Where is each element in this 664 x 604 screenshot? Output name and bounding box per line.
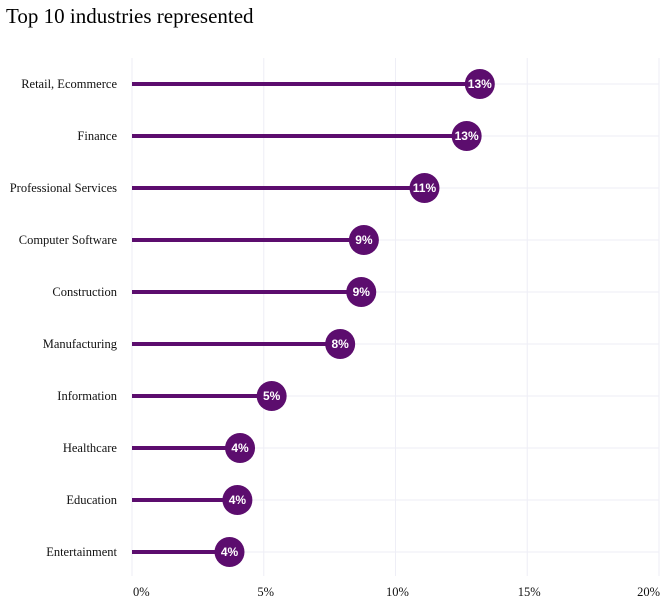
category-label: Manufacturing	[43, 337, 118, 351]
category-label: Professional Services	[10, 181, 117, 195]
x-tick-label: 10%	[386, 585, 409, 599]
data-label: 9%	[353, 285, 371, 299]
category-label: Education	[66, 493, 117, 507]
x-tick-label: 20%	[637, 585, 660, 599]
category-label: Construction	[52, 285, 117, 299]
lollipop-dot	[346, 277, 377, 307]
lollipop-dot	[409, 173, 440, 203]
data-label: 4%	[231, 441, 249, 455]
category-label: Finance	[77, 129, 117, 143]
category-label: Entertainment	[46, 545, 117, 559]
lollipop-dot	[348, 225, 379, 255]
category-label: Healthcare	[63, 441, 118, 455]
data-label: 13%	[455, 129, 479, 143]
x-tick-label: 5%	[257, 585, 274, 599]
category-label: Computer Software	[19, 233, 118, 247]
data-label: 9%	[355, 233, 373, 247]
data-label: 4%	[229, 493, 247, 507]
lollipop-dot	[325, 329, 356, 359]
lollipop-dot	[451, 121, 482, 151]
lollipop-dot	[214, 537, 245, 567]
lollipop-dot	[256, 381, 287, 411]
data-label: 4%	[221, 545, 239, 559]
lollipop-dot	[225, 433, 256, 463]
data-label: 5%	[263, 389, 281, 403]
x-tick-label: 0%	[133, 585, 150, 599]
chart-title: Top 10 industries represented	[6, 4, 254, 28]
lollipop-dot	[464, 69, 495, 99]
category-label: Information	[57, 389, 117, 403]
data-label: 8%	[331, 337, 349, 351]
x-tick-label: 15%	[518, 585, 541, 599]
lollipop-dot	[222, 485, 253, 515]
category-label: Retail, Ecommerce	[21, 77, 117, 91]
data-label: 13%	[468, 77, 492, 91]
data-label: 11%	[413, 181, 437, 195]
